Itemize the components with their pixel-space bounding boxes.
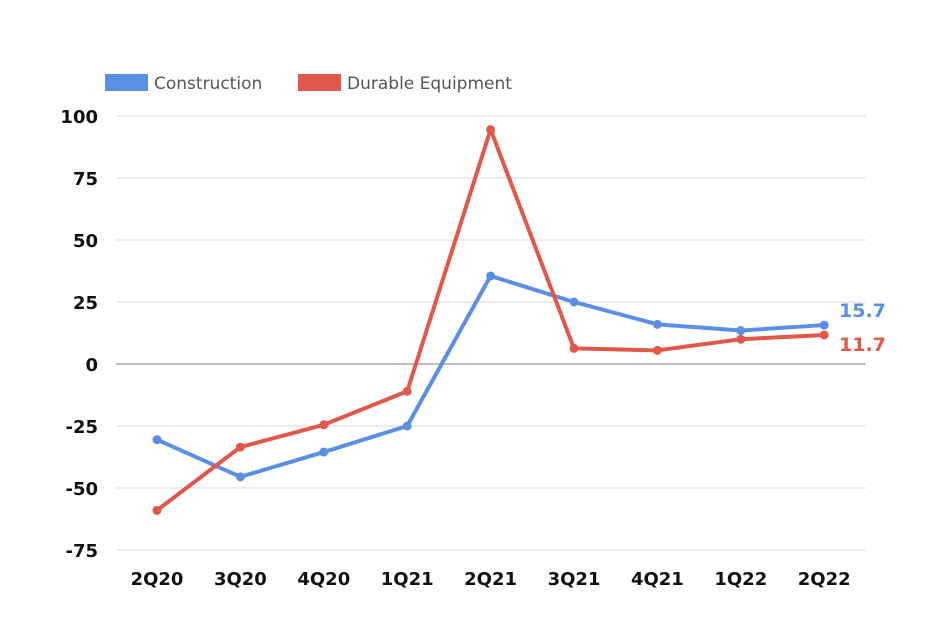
legend-label-construction: Construction — [154, 74, 262, 94]
x-tick-label: 3Q21 — [548, 569, 601, 590]
x-tick-label: 2Q20 — [131, 569, 184, 590]
data-point-durable-equipment — [152, 505, 162, 515]
y-tick-label: 25 — [73, 293, 98, 314]
x-tick-label: 1Q21 — [381, 569, 434, 590]
data-point-construction — [402, 421, 412, 431]
data-point-durable-equipment — [569, 343, 579, 353]
x-tick-label: 4Q21 — [631, 569, 684, 590]
y-tick-label: -50 — [65, 479, 98, 500]
y-axis-ticks: 100 75 50 25 0 -25 -50 -75 — [60, 107, 98, 562]
legend-swatch-construction — [105, 74, 148, 91]
series-line-construction — [155, 273, 827, 479]
end-label-durable-equipment: 11.7 — [839, 334, 886, 356]
series-line-durable-equipment — [155, 127, 827, 513]
series-layer — [152, 125, 829, 515]
y-tick-label: -25 — [65, 417, 98, 438]
data-point-durable-equipment — [319, 420, 329, 430]
y-tick-label: 50 — [73, 231, 98, 252]
x-tick-label: 2Q21 — [464, 569, 517, 590]
data-point-construction — [736, 326, 746, 336]
legend-label-durable-equipment: Durable Equipment — [347, 74, 512, 94]
x-tick-label: 2Q22 — [798, 569, 851, 590]
x-axis-ticks: 2Q20 3Q20 4Q20 1Q21 2Q21 3Q21 4Q21 1Q22 2Q22 — [131, 569, 851, 590]
x-tick-label: 3Q20 — [214, 569, 267, 590]
data-point-durable-equipment — [486, 125, 496, 135]
data-point-durable-equipment — [235, 442, 245, 452]
x-tick-label: 1Q22 — [714, 569, 767, 590]
legend-swatch-durable-equipment — [298, 74, 341, 91]
data-point-construction — [319, 447, 329, 457]
y-tick-label: 75 — [73, 169, 98, 190]
data-point-construction — [652, 319, 662, 329]
legend: Construction Durable Equipment — [105, 74, 512, 94]
x-tick-label: 4Q20 — [297, 569, 350, 590]
data-point-construction — [569, 297, 579, 307]
data-point-durable-equipment — [819, 330, 829, 340]
data-point-durable-equipment — [736, 334, 746, 344]
data-point-durable-equipment — [402, 386, 412, 396]
y-tick-label: 100 — [60, 107, 98, 128]
data-point-construction — [235, 472, 245, 482]
data-point-construction — [152, 435, 162, 445]
gridlines — [116, 115, 866, 551]
end-label-construction: 15.7 — [839, 300, 886, 322]
y-tick-label: 0 — [85, 355, 98, 376]
data-point-construction — [819, 320, 829, 330]
data-point-durable-equipment — [652, 345, 662, 355]
data-point-construction — [486, 271, 496, 281]
y-tick-label: -75 — [65, 541, 98, 562]
